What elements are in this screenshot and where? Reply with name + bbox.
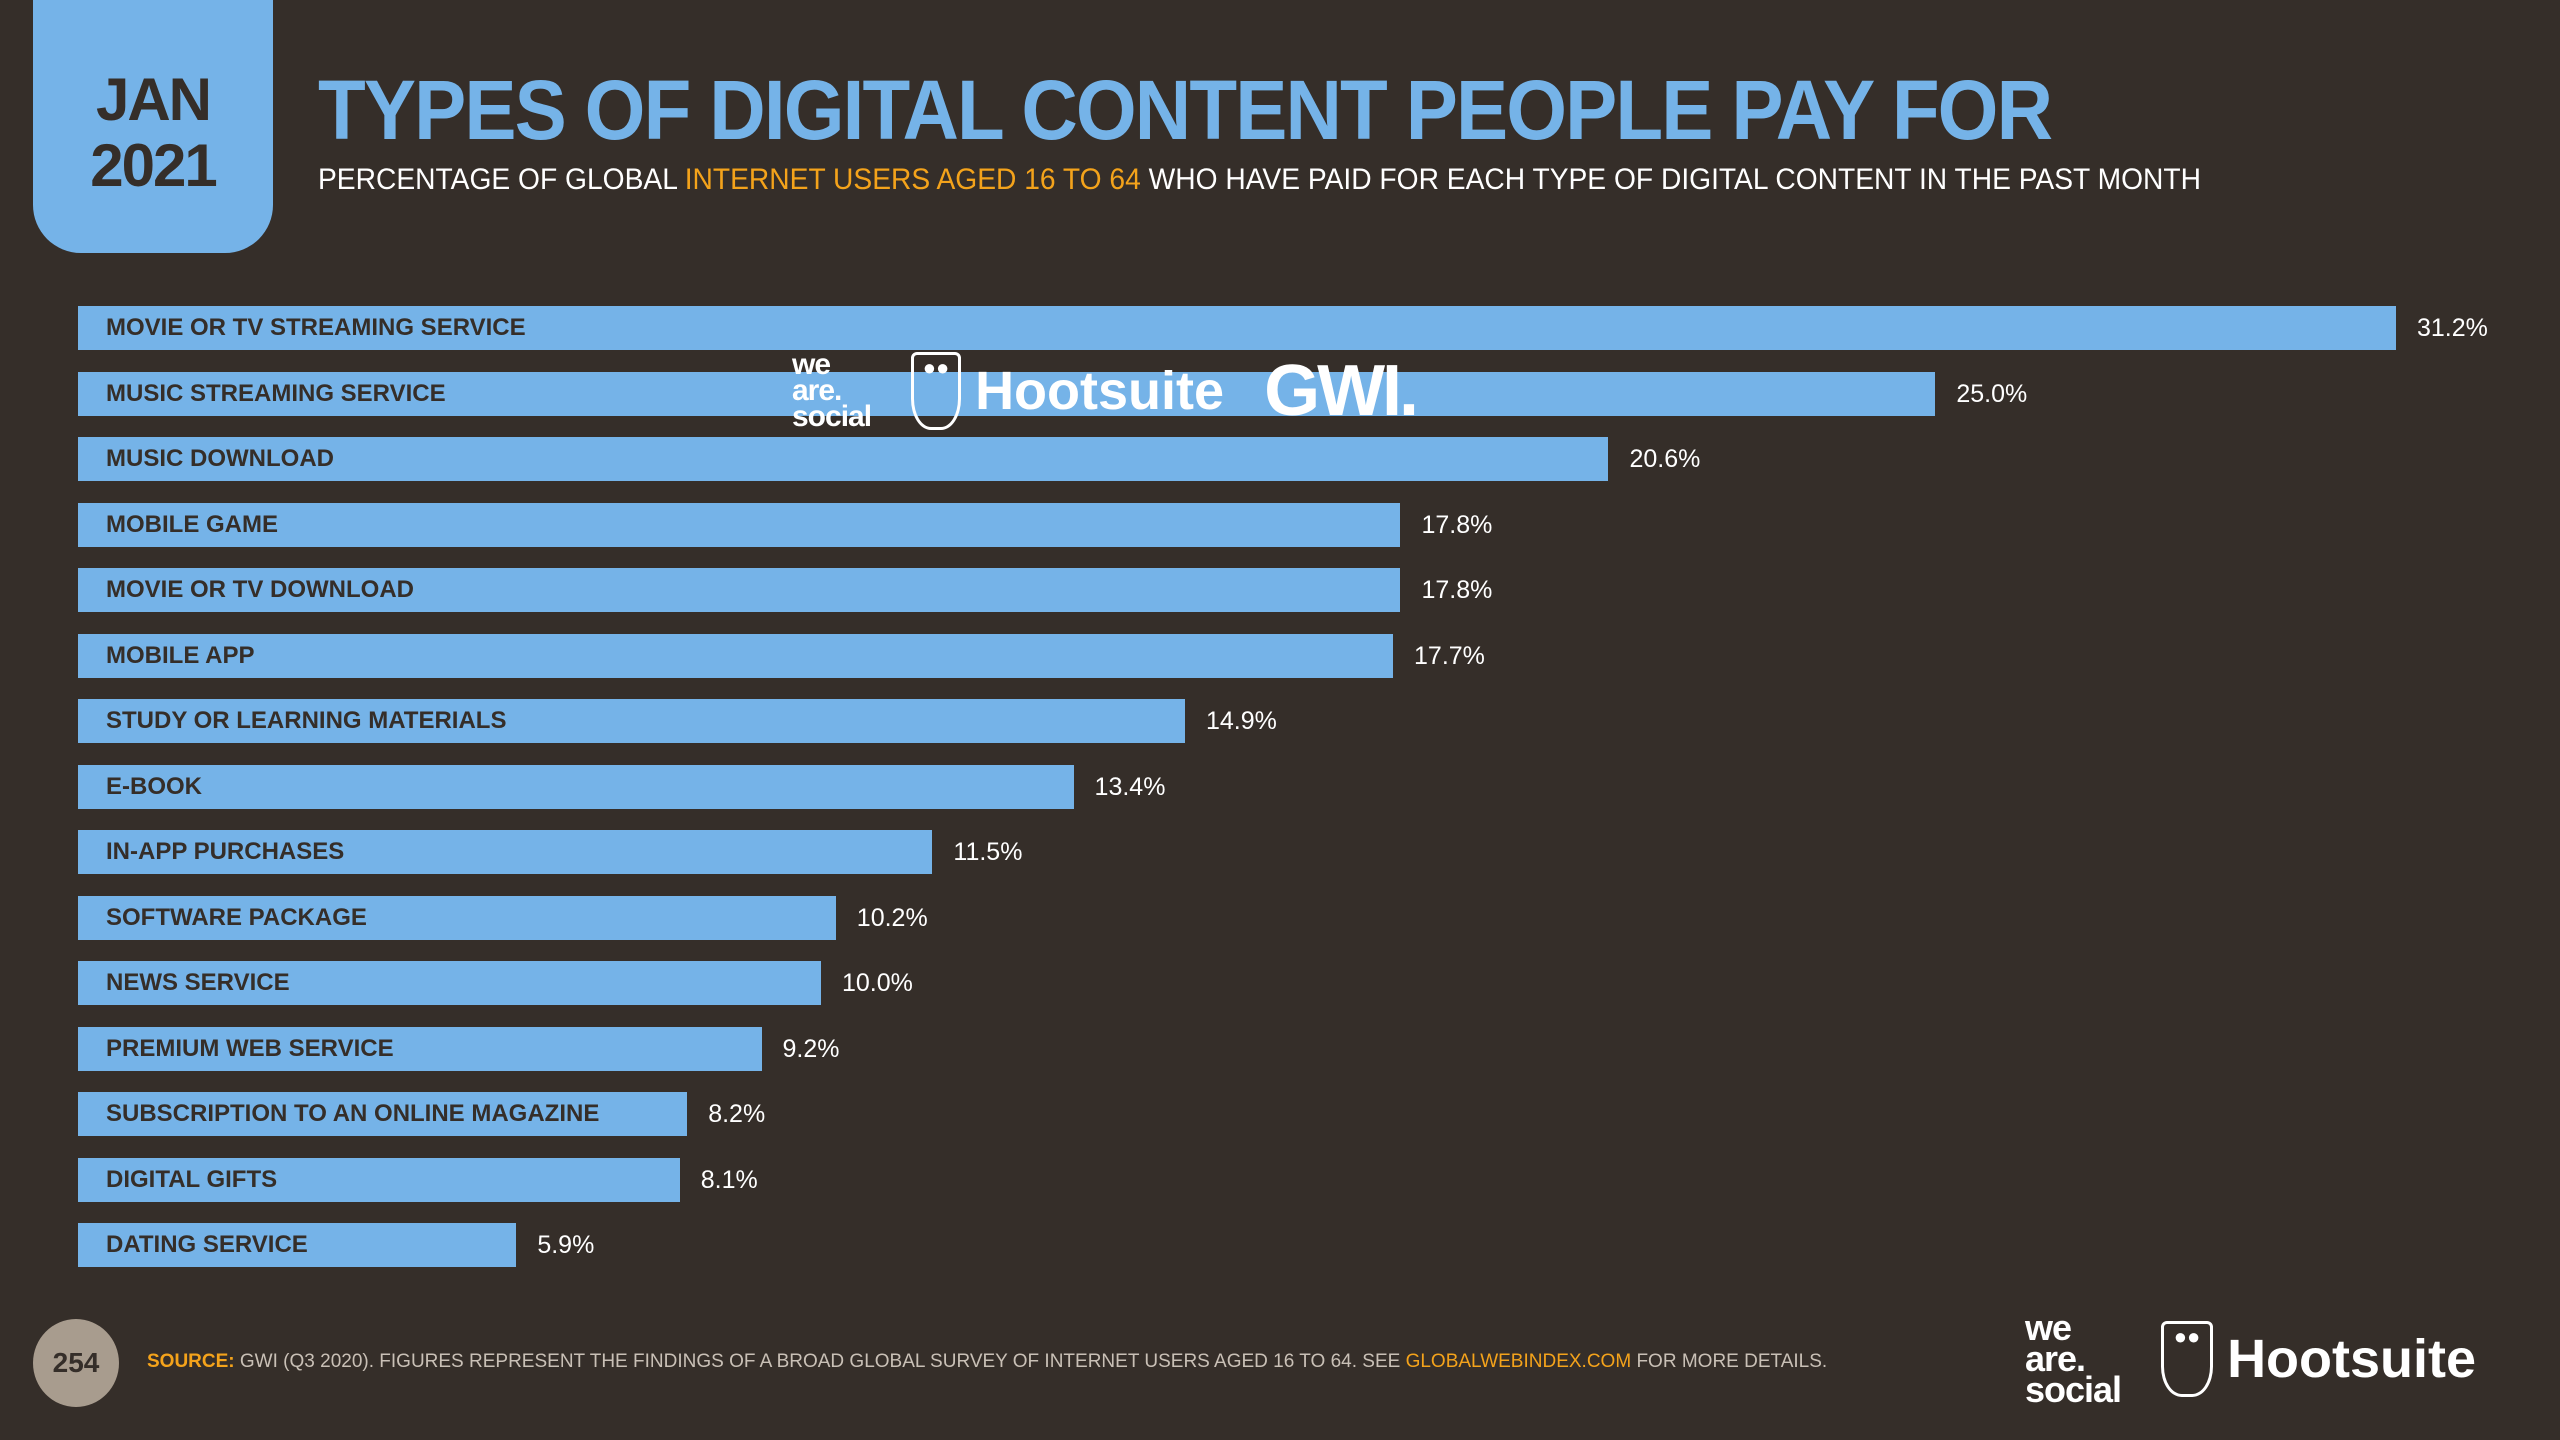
value-label: 17.8% — [1421, 576, 1493, 604]
source-link[interactable]: GLOBALWEBINDEX.COM — [1405, 1351, 1632, 1372]
value-label: 8.1% — [700, 1165, 758, 1194]
bar — [78, 1092, 688, 1136]
bar-label: MOBILE APP — [106, 641, 255, 669]
bar — [78, 1223, 517, 1267]
bar-label: IN-APP PURCHASES — [106, 838, 345, 865]
page-number: 254 — [33, 1319, 119, 1407]
we-are-social-logo: we are. social — [2025, 1307, 2122, 1410]
value-label: 10.2% — [856, 903, 928, 932]
source-suffix: FOR MORE DETAILS. — [1631, 1351, 1828, 1372]
logo-text: are. — [2025, 1338, 2086, 1379]
we-are-social-logo: we are. social — [792, 348, 872, 433]
value-label: 9.2% — [782, 1034, 840, 1063]
bar-label: SOFTWARE PACKAGE — [106, 903, 367, 931]
logo-text: social — [2025, 1369, 2122, 1410]
bar-label: NEWS SERVICE — [106, 969, 290, 996]
bar — [78, 764, 1074, 809]
value-label: 20.6% — [1629, 445, 1701, 473]
value-label: 5.9% — [537, 1231, 595, 1259]
value-label: 17.7% — [1414, 641, 1485, 670]
logo-text: are. — [792, 374, 842, 407]
source-note: SOURCE: GWI (Q3 2020). FIGURES REPRESENT… — [147, 1351, 1827, 1373]
bar-label: DIGITAL GIFTS — [106, 1165, 278, 1193]
bar — [78, 437, 1609, 481]
bar — [78, 961, 821, 1005]
value-label: 31.2% — [2417, 314, 2488, 342]
date-year: 2021 — [90, 131, 217, 199]
bar — [78, 633, 1394, 678]
subtitle: PERCENTAGE OF GLOBAL INTERNET USERS AGED… — [318, 163, 2201, 197]
value-label: 25.0% — [1956, 379, 2028, 408]
owl-icon: ●● — [911, 352, 962, 430]
source-label: SOURCE: — [147, 1351, 235, 1372]
bar — [78, 895, 836, 940]
subtitle-post: WHO HAVE PAID FOR EACH TYPE OF DIGITAL C… — [1140, 163, 2201, 196]
value-label: 17.8% — [1421, 510, 1493, 539]
logo-text: Hootsuite — [2227, 1328, 2477, 1389]
owl-icon: ●● — [2161, 1320, 2214, 1397]
gwi-logo: GWI. — [1264, 351, 1419, 431]
bar-label: MOBILE GAME — [106, 510, 278, 538]
bar — [78, 568, 1401, 612]
bar-label: MUSIC STREAMING SERVICE — [106, 379, 446, 407]
footer-logos: we are. social ●● Hootsuite — [2025, 1307, 2477, 1410]
bar-label: SUBSCRIPTION TO AN ONLINE MAGAZINE — [106, 1100, 600, 1127]
hootsuite-logo: ●● Hootsuite — [911, 352, 1224, 430]
bar-label: STUDY OR LEARNING MATERIALS — [106, 707, 507, 734]
value-label: 8.2% — [708, 1100, 766, 1128]
bar — [78, 306, 2396, 350]
source-text: GWI (Q3 2020). FIGURES REPRESENT THE FIN… — [234, 1351, 1406, 1372]
logo-text: social — [792, 400, 872, 433]
bar — [78, 1157, 680, 1202]
logo-text: Hootsuite — [975, 361, 1225, 421]
date-badge: JAN 2021 — [33, 0, 273, 253]
bar-label: MOVIE OR TV STREAMING SERVICE — [106, 314, 526, 341]
bar — [78, 830, 933, 874]
bar — [78, 1026, 762, 1071]
bar — [78, 502, 1401, 547]
bar-label: MUSIC DOWNLOAD — [106, 445, 334, 472]
value-label: 13.4% — [1094, 772, 1166, 801]
bar — [78, 371, 1936, 416]
date-month: JAN — [95, 65, 212, 133]
page-title: TYPES OF DIGITAL CONTENT PEOPLE PAY FOR — [318, 63, 2053, 157]
bar-label: MOVIE OR TV DOWNLOAD — [106, 576, 414, 603]
value-label: 14.9% — [1205, 707, 1277, 735]
logo-text: we — [792, 348, 831, 381]
subtitle-pre: PERCENTAGE OF GLOBAL — [318, 163, 685, 196]
hootsuite-logo: ●● Hootsuite — [2161, 1320, 2477, 1397]
logo-text: we — [2025, 1307, 2072, 1348]
value-label: 10.0% — [841, 969, 913, 997]
bar-label: PREMIUM WEB SERVICE — [106, 1034, 394, 1062]
partner-logos-overlay: we are. social ●● Hootsuite GWI. — [792, 348, 1419, 433]
subtitle-highlight: INTERNET USERS AGED 16 TO 64 — [684, 163, 1141, 196]
bar-label: DATING SERVICE — [106, 1231, 308, 1258]
bar-label: E-BOOK — [106, 772, 202, 800]
bar — [78, 699, 1185, 743]
value-label: 11.5% — [953, 838, 1023, 866]
